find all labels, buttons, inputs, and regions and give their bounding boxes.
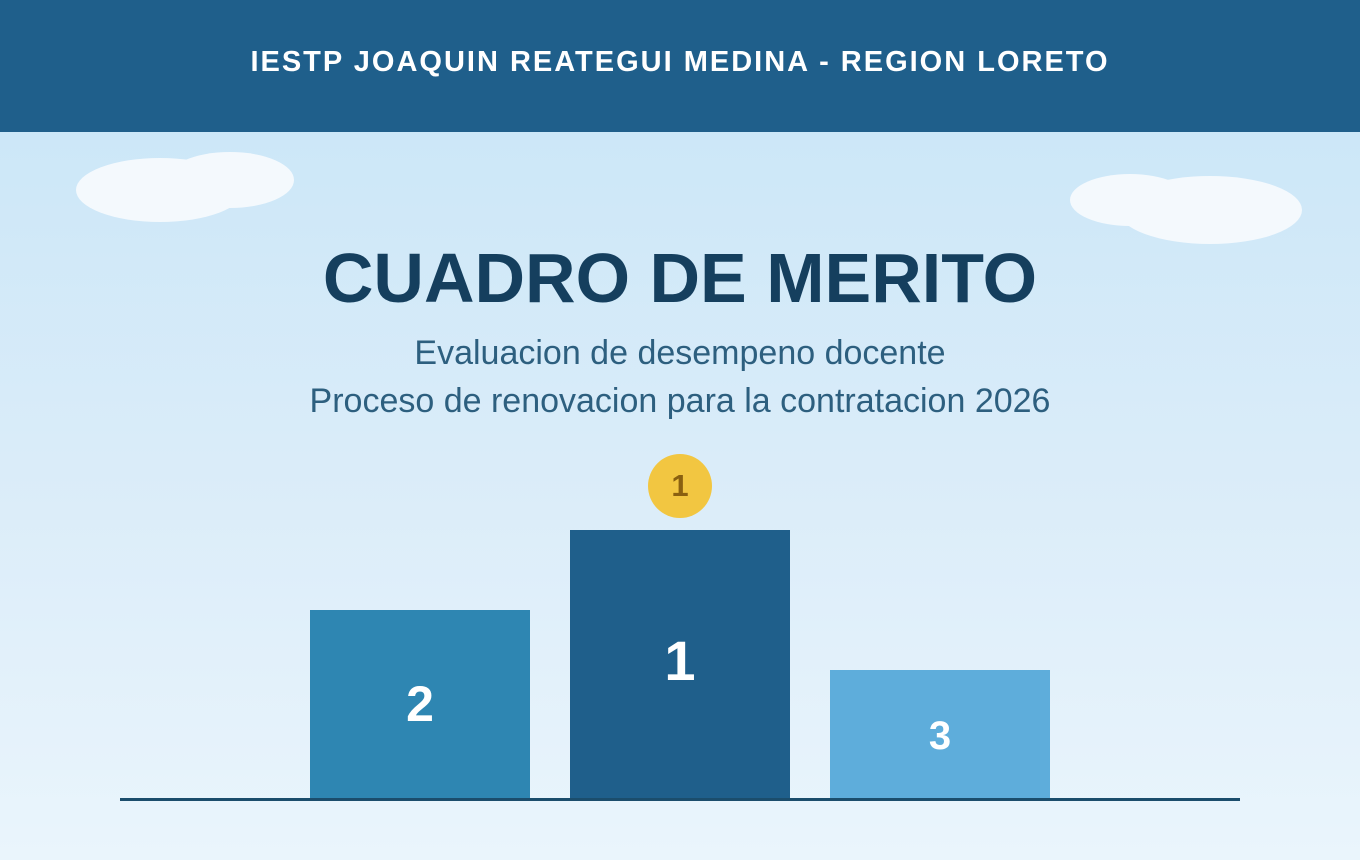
first-place-medal: 1 (648, 454, 712, 518)
header-banner: IESTP JOAQUIN REATEGUI MEDINA - REGION L… (0, 0, 1360, 132)
podium-rank-label: 3 (928, 713, 952, 758)
podium-third-place: 3 (830, 670, 1050, 800)
subtitle-process: Proceso de renovacion para la contrataci… (309, 382, 1051, 420)
podium-second-place: 2 (310, 610, 530, 800)
podium-rank-label: 2 (406, 676, 434, 732)
podium-rank-label: 1 (664, 628, 696, 692)
institution-name: IESTP JOAQUIN REATEGUI MEDINA - REGION L… (250, 45, 1110, 78)
cloud-right (1118, 176, 1302, 244)
cloud-left-puff (166, 152, 294, 208)
subtitle-evaluation: Evaluacion de desempeno docente (414, 334, 946, 372)
podium-first-place: 1 (570, 530, 790, 800)
podium-baseline (120, 798, 1240, 801)
page-title: CUADRO DE MERITO (322, 239, 1038, 317)
